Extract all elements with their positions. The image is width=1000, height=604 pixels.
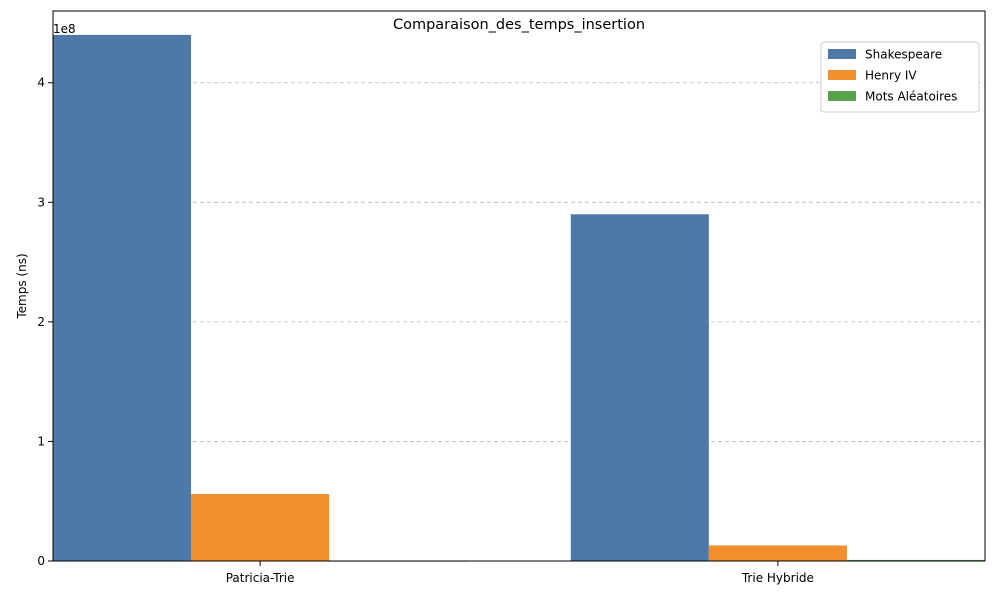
x-tick-label: Trie Hybride xyxy=(741,571,814,585)
legend-frame xyxy=(820,41,980,113)
legend-label: Shakespeare xyxy=(865,48,942,62)
legend-swatch xyxy=(828,49,856,59)
legend-swatch xyxy=(828,91,856,101)
chart-title: Comparaison_des_temps_insertion xyxy=(393,17,645,33)
bar-shakespeare-0 xyxy=(53,34,192,562)
bar-henry-iv-0 xyxy=(191,494,330,561)
legend-label: Mots Aléatoires xyxy=(865,90,957,104)
bar-shakespeare-1 xyxy=(570,214,709,561)
y-tick-label: 3 xyxy=(37,195,45,209)
x-tick-label: Patricia-Trie xyxy=(226,571,295,585)
y-axis-offset-label: 1e8 xyxy=(53,22,76,36)
bar-henry-iv-1 xyxy=(708,545,847,561)
bars xyxy=(53,34,985,562)
y-tick-label: 2 xyxy=(37,315,45,329)
legend-swatch xyxy=(828,70,856,80)
bar-mots-al-atoires-1 xyxy=(846,559,985,561)
legend: Shakespeare Henry IV Mots Aléatoires xyxy=(820,41,980,113)
x-axis-ticks: Patricia-Trie Trie Hybride xyxy=(226,561,814,585)
plot-frame xyxy=(52,10,986,562)
legend-label: Henry IV xyxy=(865,69,917,83)
grid-lines xyxy=(53,82,985,442)
y-axis-label: Temps (ns) xyxy=(15,253,29,319)
y-axis-ticks: 0 1 2 3 4 xyxy=(37,76,53,568)
y-tick-label: 1 xyxy=(37,434,45,448)
y-tick-label: 4 xyxy=(37,76,45,90)
y-tick-label: 0 xyxy=(37,554,45,568)
